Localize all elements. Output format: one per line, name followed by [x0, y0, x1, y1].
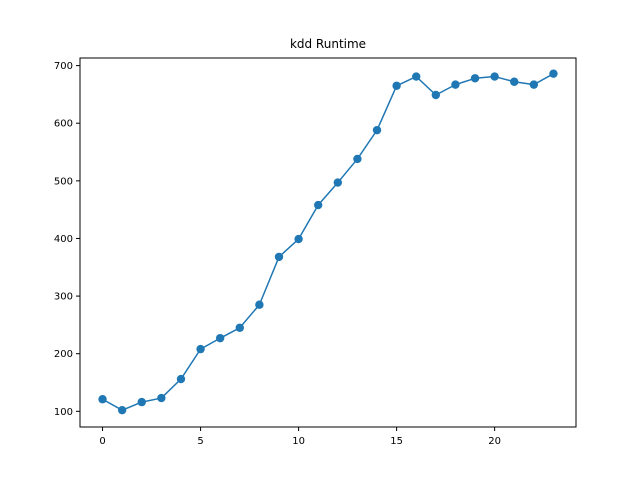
data-point [470, 74, 480, 83]
x-tick-label: 10 [292, 436, 305, 447]
x-tick-label: 20 [488, 436, 501, 447]
data-point [333, 178, 343, 187]
data-point [431, 90, 441, 100]
data-point [255, 300, 264, 309]
data-point [294, 234, 303, 244]
data-point [196, 344, 205, 354]
data-point [510, 77, 519, 86]
data-point [529, 80, 539, 89]
data-point [549, 69, 558, 78]
plot-frame [79, 57, 577, 428]
axes: 0 5 10 15 20 100 200 300 400 500 600 700 [54, 61, 501, 447]
x-tick-label: 0 [99, 436, 105, 447]
data-point [235, 323, 244, 332]
data-point [274, 252, 284, 262]
y-tick-label: 600 [54, 119, 73, 130]
data-point [137, 397, 146, 407]
data-point [313, 200, 323, 210]
y-tick-label: 100 [54, 407, 73, 418]
data-point [353, 154, 362, 164]
data-point [372, 125, 382, 135]
x-tick-label: 5 [197, 436, 203, 447]
data-point [451, 80, 460, 89]
x-tick-label: 15 [390, 436, 403, 447]
data-point [412, 72, 421, 81]
y-tick-label: 300 [54, 292, 73, 303]
y-tick-label: 500 [54, 176, 73, 187]
series-group [98, 69, 558, 415]
data-point [215, 333, 225, 343]
data-point [98, 395, 107, 404]
chart-title: kdd Runtime [290, 37, 366, 51]
y-tick-label: 200 [54, 349, 73, 360]
y-tick-label: 400 [54, 234, 73, 245]
data-point [490, 72, 499, 81]
data-point [117, 405, 127, 415]
y-tick-label: 700 [54, 61, 73, 72]
data-point [392, 81, 401, 90]
data-point [176, 374, 186, 384]
data-point [157, 393, 166, 403]
